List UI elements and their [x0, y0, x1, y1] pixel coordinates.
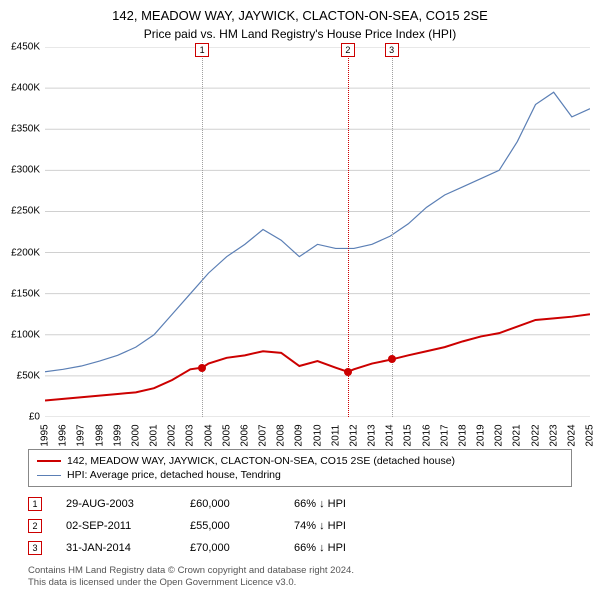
transaction-row-marker: 2: [28, 519, 42, 533]
x-axis-label: 2023: [548, 424, 559, 446]
transaction-pct: 66% ↓ HPI: [294, 498, 384, 510]
chart-title: 142, MEADOW WAY, JAYWICK, CLACTON-ON-SEA…: [0, 0, 600, 23]
x-axis-label: 2003: [185, 424, 196, 446]
transaction-table: 1 29-AUG-2003 £60,000 66% ↓ HPI 2 02-SEP-2011…: [28, 493, 572, 559]
chart-subtitle: Price paid vs. HM Land Registry's House …: [0, 23, 600, 47]
x-axis-label: 2002: [167, 424, 178, 446]
legend-box: 142, MEADOW WAY, JAYWICK, CLACTON-ON-SEA…: [28, 449, 572, 487]
x-axis-label: 1996: [58, 424, 69, 446]
transaction-row: 1 29-AUG-2003 £60,000 66% ↓ HPI: [28, 493, 572, 515]
x-axis-label: 2011: [330, 425, 341, 447]
transaction-dot: [344, 368, 352, 376]
y-axis-label: £0: [0, 412, 40, 423]
transaction-dot: [388, 355, 396, 363]
legend-label: HPI: Average price, detached house, Tend…: [67, 469, 281, 481]
chart-container: 142, MEADOW WAY, JAYWICK, CLACTON-ON-SEA…: [0, 0, 600, 590]
transaction-pct: 74% ↓ HPI: [294, 520, 384, 532]
x-axis-label: 2012: [348, 424, 359, 446]
x-axis-label: 2009: [294, 424, 305, 446]
x-axis-label: 2017: [439, 424, 450, 446]
x-axis-label: 2024: [566, 424, 577, 446]
footer-text: Contains HM Land Registry data © Crown c…: [28, 565, 572, 590]
y-axis-label: £350K: [0, 124, 40, 135]
x-axis-label: 2013: [367, 424, 378, 446]
transaction-pct: 66% ↓ HPI: [294, 542, 384, 554]
x-axis-label: 2001: [149, 424, 160, 446]
x-axis-label: 2000: [130, 424, 141, 446]
transaction-row-marker: 3: [28, 541, 42, 555]
legend-row: 142, MEADOW WAY, JAYWICK, CLACTON-ON-SEA…: [37, 454, 563, 468]
transaction-price: £70,000: [190, 542, 270, 554]
x-axis-label: 2018: [457, 424, 468, 446]
legend-label: 142, MEADOW WAY, JAYWICK, CLACTON-ON-SEA…: [67, 455, 455, 467]
y-axis-label: £100K: [0, 329, 40, 340]
legend-row: HPI: Average price, detached house, Tend…: [37, 468, 563, 482]
y-axis-label: £200K: [0, 247, 40, 258]
legend-swatch: [37, 475, 61, 476]
series-line-property: [45, 314, 590, 400]
x-axis-label: 2006: [239, 424, 250, 446]
x-axis-label: 2014: [385, 424, 396, 446]
transaction-row: 2 02-SEP-2011 £55,000 74% ↓ HPI: [28, 515, 572, 537]
transaction-date: 02-SEP-2011: [66, 520, 166, 532]
x-axis-label: 2010: [312, 424, 323, 446]
transaction-dot: [198, 364, 206, 372]
y-axis-label: £300K: [0, 165, 40, 176]
x-axis-label: 2025: [585, 424, 596, 446]
footer-line-2: This data is licensed under the Open Gov…: [28, 577, 572, 589]
transaction-row-marker: 1: [28, 497, 42, 511]
x-axis-label: 2016: [421, 424, 432, 446]
x-axis-label: 2022: [530, 424, 541, 446]
x-axis-label: 2020: [494, 424, 505, 446]
transaction-price: £55,000: [190, 520, 270, 532]
transaction-row: 3 31-JAN-2014 £70,000 66% ↓ HPI: [28, 537, 572, 559]
transaction-price: £60,000: [190, 498, 270, 510]
x-axis-label: 1995: [40, 424, 51, 446]
legend-swatch: [37, 460, 61, 462]
chart-svg: [45, 47, 590, 417]
y-axis-label: £450K: [0, 42, 40, 53]
y-axis-label: £250K: [0, 206, 40, 217]
x-axis-label: 1999: [112, 424, 123, 446]
transaction-vline: [202, 47, 203, 417]
transaction-date: 31-JAN-2014: [66, 542, 166, 554]
x-axis-label: 1998: [94, 424, 105, 446]
x-axis-label: 1997: [76, 424, 87, 446]
transaction-marker-box: 2: [341, 43, 355, 57]
x-axis-label: 2019: [476, 424, 487, 446]
x-axis-label: 2005: [221, 424, 232, 446]
x-axis-label: 2007: [258, 424, 269, 446]
transaction-vline: [348, 47, 349, 417]
transaction-date: 29-AUG-2003: [66, 498, 166, 510]
x-axis-label: 2004: [203, 424, 214, 446]
x-axis-label: 2008: [276, 424, 287, 446]
y-axis-label: £400K: [0, 83, 40, 94]
y-axis-label: £50K: [0, 370, 40, 381]
x-axis-label: 2015: [403, 424, 414, 446]
x-axis-label: 2021: [512, 424, 523, 446]
footer-line-1: Contains HM Land Registry data © Crown c…: [28, 565, 572, 577]
transaction-marker-box: 3: [385, 43, 399, 57]
chart-plot-area: £0£50K£100K£150K£200K£250K£300K£350K£400…: [45, 47, 590, 417]
transaction-marker-box: 1: [195, 43, 209, 57]
y-axis-label: £150K: [0, 288, 40, 299]
